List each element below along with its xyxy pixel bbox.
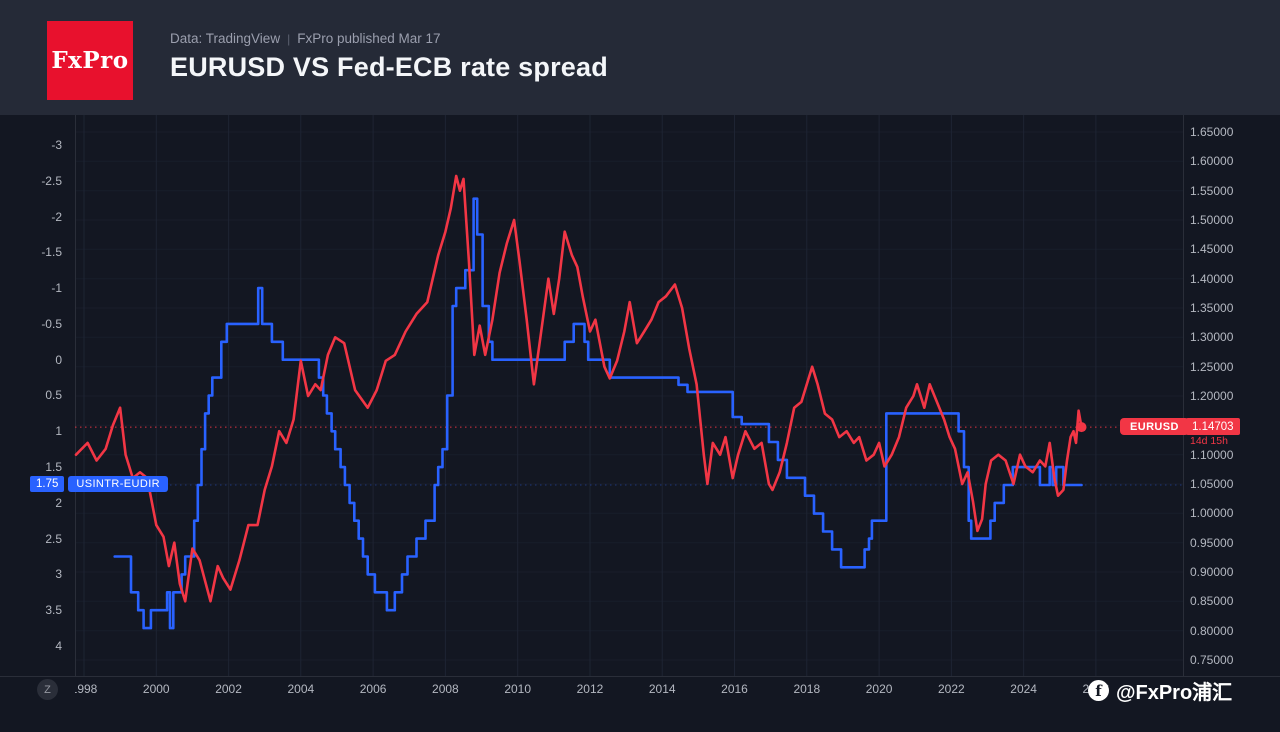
right-axis-label: 1.60000 [1190,154,1234,169]
time-axis-label: 2022 [938,682,965,696]
facebook-icon: f [1088,680,1109,701]
time-axis-label: 2000 [142,682,170,696]
right-axis-label: 1.45000 [1190,242,1234,257]
right-axis-label: 0.90000 [1190,565,1234,579]
left-axis-label: 3.5 [45,603,62,618]
page-title: EURUSD VS Fed-ECB rate spread [170,52,608,82]
left-axis-label: -1.5 [41,245,62,260]
right-axis-label: 1.40000 [1190,271,1234,286]
bar-countdown: 14d 15h [1190,435,1228,448]
chart-source-line: Data: TradingView | FxPro published Mar 17 [170,31,441,46]
time-axis-label: 2024 [1010,682,1037,696]
right-axis-label: 1.00000 [1190,506,1234,521]
left-axis-label: 4 [55,638,62,653]
time-axis[interactable]: 1998 2000 2002 2004 2006 2008 2010 2012 2014 2016… [75,681,1183,703]
left-axis-label: -1 [51,281,62,296]
time-axis-label: 2014 [648,682,676,696]
left-axis-label: 2 [55,495,62,510]
subtitle-separator: | [287,32,291,46]
time-axis-label: 2004 [287,682,315,696]
right-axis-label: 1.55000 [1190,183,1234,198]
right-axis-label: 1.05000 [1190,477,1234,491]
right-axis-label: 1.25000 [1190,359,1234,374]
left-axis-label: -3 [51,138,62,152]
time-axis-label: 2008 [432,682,459,696]
header: FxPro Data: TradingView | FxPro published … [0,0,1280,115]
right-axis-label: 0.85000 [1190,594,1234,609]
timezone-button[interactable]: Z [37,679,58,700]
right-axis-label: 1.30000 [1190,330,1234,345]
spread-series-label: 1.75 USINTR-EUDIR [30,475,169,492]
eurusd-last-price-label: 1.14703 [1186,418,1240,436]
time-axis-label: 2018 [793,682,821,696]
left-axis-label: -2.5 [41,173,62,188]
data-source-text: Data: TradingView [170,31,281,46]
right-axis-label: 1.50000 [1190,213,1234,227]
right-axis-label: 0.75000 [1190,653,1234,667]
left-axis-label: 1 [55,424,62,439]
published-date-text: FxPro published Mar 17 [297,31,441,46]
spread-last-price-label: 1.75 [30,475,65,492]
time-axis-label: 1998 [75,682,98,696]
left-axis-label: -0.5 [41,316,62,331]
right-axis-label: 0.95000 [1190,535,1234,550]
left-axis-label: 2.5 [45,531,62,546]
spread-series-badge[interactable]: USINTR-EUDIR [68,475,169,492]
right-axis-label: 1.65000 [1190,125,1234,139]
left-axis-label: -2 [51,209,62,224]
fxpro-logo-text: FxPro [51,47,129,74]
time-axis-label: 2010 [504,682,532,696]
watermark-handle: @FxPro浦汇 [1116,682,1233,704]
left-axis-label: 3 [55,567,62,582]
time-axis-label: 2002 [215,682,242,696]
social-watermark: f @FxPro浦汇 [1088,676,1232,705]
right-axis-label: 1.10000 [1190,447,1234,462]
left-axis-label: 0 [55,352,62,367]
time-axis-label: 2006 [359,682,387,696]
time-axis-label: 2016 [721,682,748,696]
left-axis-label: 0.5 [45,388,62,403]
time-axis-label: 2012 [576,682,604,696]
right-axis-label: 1.35000 [1190,301,1234,315]
eurusd-series-badge[interactable]: EURUSD [1120,418,1189,436]
left-axis-label: 1.5 [45,460,62,475]
time-axis-label: 2020 [865,682,893,696]
right-axis-label: 0.80000 [1190,623,1234,638]
fxpro-logo: FxPro [47,21,133,100]
right-axis-label: 1.20000 [1190,389,1234,403]
